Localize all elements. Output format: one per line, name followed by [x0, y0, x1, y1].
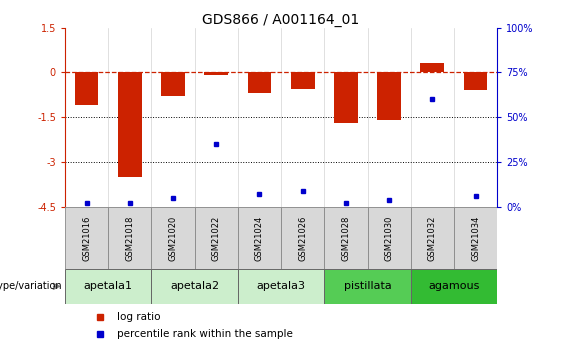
Text: percentile rank within the sample: percentile rank within the sample — [117, 329, 293, 339]
Bar — [151, 207, 194, 269]
Bar — [411, 269, 497, 304]
Bar — [108, 207, 151, 269]
Text: GSM21034: GSM21034 — [471, 215, 480, 261]
Bar — [324, 207, 368, 269]
Bar — [324, 269, 411, 304]
Bar — [454, 207, 497, 269]
Text: genotype/variation: genotype/variation — [0, 282, 62, 291]
Bar — [65, 269, 151, 304]
Bar — [238, 269, 324, 304]
Text: GSM21016: GSM21016 — [82, 215, 91, 261]
Text: GSM21028: GSM21028 — [341, 215, 350, 261]
Bar — [151, 269, 238, 304]
Bar — [334, 72, 358, 123]
Text: agamous: agamous — [428, 282, 480, 291]
Bar — [281, 207, 324, 269]
Text: GSM21030: GSM21030 — [385, 215, 394, 261]
Bar — [118, 72, 142, 177]
Bar — [238, 207, 281, 269]
Bar — [291, 72, 315, 89]
Bar — [377, 72, 401, 120]
Bar — [247, 72, 271, 93]
Text: pistillata: pistillata — [344, 282, 392, 291]
Bar — [367, 207, 411, 269]
Text: GSM21022: GSM21022 — [212, 215, 221, 261]
Text: GSM21032: GSM21032 — [428, 215, 437, 261]
Bar — [205, 72, 228, 76]
Text: GSM21026: GSM21026 — [298, 215, 307, 261]
Bar — [65, 207, 108, 269]
Text: GSM21020: GSM21020 — [168, 215, 177, 261]
Text: GSM21024: GSM21024 — [255, 215, 264, 261]
Text: apetala1: apetala1 — [84, 282, 133, 291]
Text: GSM21018: GSM21018 — [125, 215, 134, 261]
Bar — [194, 207, 238, 269]
Bar — [411, 207, 454, 269]
Bar — [75, 72, 98, 105]
Bar — [420, 63, 444, 72]
Title: GDS866 / A001164_01: GDS866 / A001164_01 — [202, 12, 360, 27]
Bar — [464, 72, 488, 90]
Bar — [161, 72, 185, 96]
Text: log ratio: log ratio — [117, 312, 160, 322]
Text: apetala2: apetala2 — [170, 282, 219, 291]
Text: apetala3: apetala3 — [257, 282, 306, 291]
